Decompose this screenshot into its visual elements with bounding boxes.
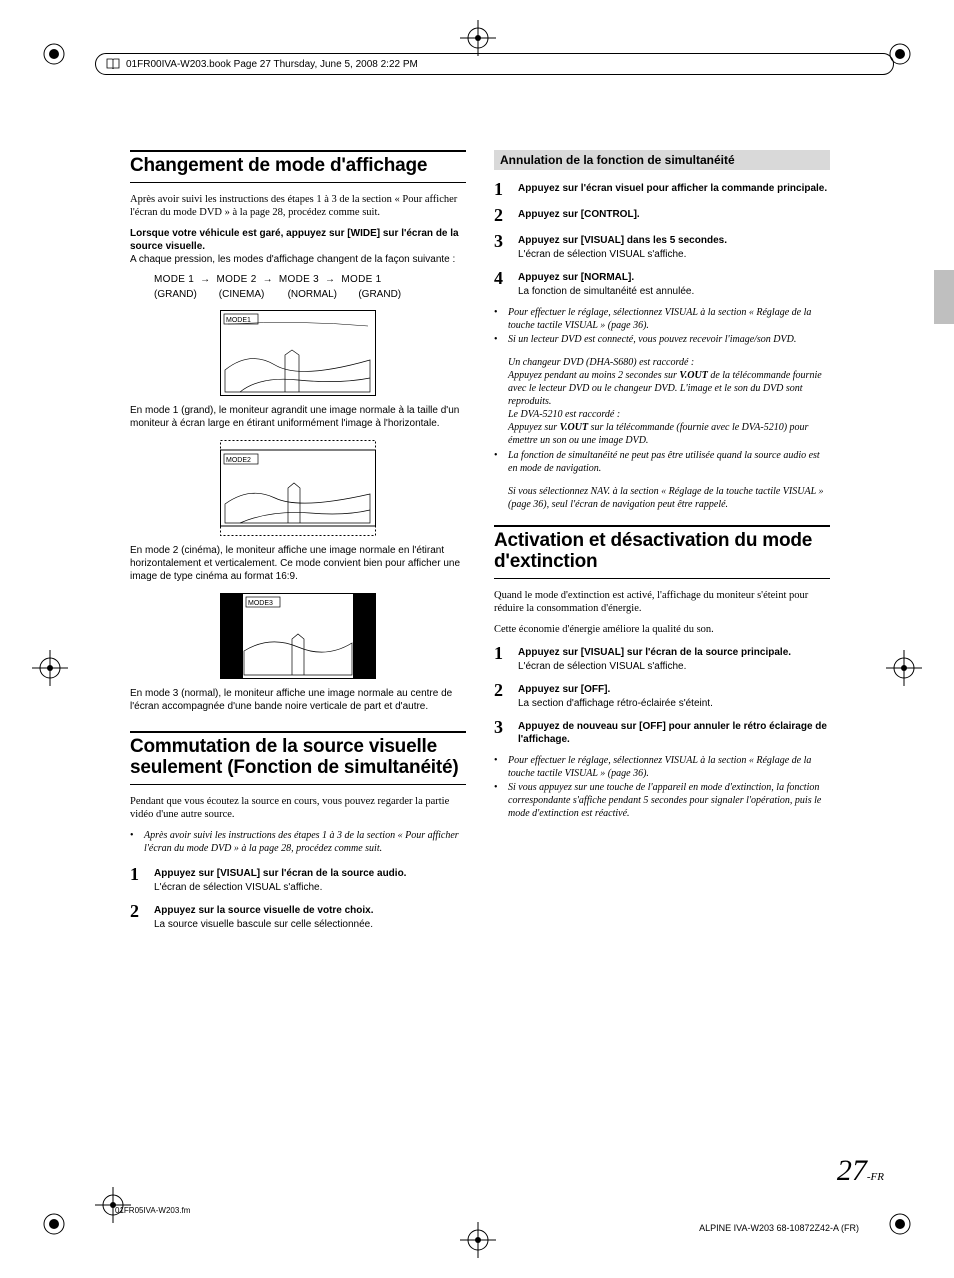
step-item: 1 Appuyez sur l'écran visuel pour affich… <box>494 180 830 198</box>
step-item: 1 Appuyez sur [VISUAL] sur l'écran de la… <box>494 644 830 673</box>
steps-simul: 1 Appuyez sur [VISUAL] sur l'écran de la… <box>130 865 466 931</box>
press-desc: A chaque pression, les modes d'affichage… <box>130 253 466 266</box>
right-column: Annulation de la fonction de simultanéit… <box>494 150 830 939</box>
step-item: 2 Appuyez sur [OFF].La section d'afficha… <box>494 681 830 710</box>
side-tab <box>934 270 954 324</box>
figure-mode1: MODE1 <box>220 310 376 396</box>
note-cont: Appuyez pendant au moins 2 secondes sur … <box>508 369 830 408</box>
step-item: 3 Appuyez sur [VISUAL] dans les 5 second… <box>494 232 830 261</box>
reg-mark-br <box>886 1210 914 1238</box>
steps-blackout: 1 Appuyez sur [VISUAL] sur l'écran de la… <box>494 644 830 746</box>
step-item: 1 Appuyez sur [VISUAL] sur l'écran de la… <box>130 865 466 894</box>
caption-mode1: En mode 1 (grand), le moniteur agrandit … <box>130 404 466 430</box>
note-cont: Un changeur DVD (DHA-S680) est raccordé … <box>508 356 830 369</box>
left-column: Changement de mode d'affichage Après avo… <box>130 150 466 939</box>
mode-sequence-row1: MODE 1→MODE 2→MODE 3→MODE 1 <box>154 274 466 285</box>
footer-model: ALPINE IVA-W203 68-10872Z42-A (FR) <box>699 1223 859 1233</box>
book-icon <box>106 57 120 71</box>
heading-simultaneity: Commutation de la source visuelle seulem… <box>130 731 466 785</box>
footer-filename: 01FR05IVA-W203.fm <box>115 1206 190 1215</box>
reg-mark-bl <box>40 1210 68 1238</box>
svg-text:MODE3: MODE3 <box>248 600 273 607</box>
notes-blackout: Pour effectuer le réglage, sélectionnez … <box>494 754 830 820</box>
cross-target-bl2 <box>95 1187 131 1223</box>
mode-sequence-row2: (GRAND) (CINEMA) (NORMAL) (GRAND) <box>154 289 466 300</box>
heading-blackout: Activation et désactivation du mode d'ex… <box>494 525 830 579</box>
caption-mode2: En mode 2 (cinéma), le moniteur affiche … <box>130 544 466 583</box>
subheading-cancel: Annulation de la fonction de simultanéit… <box>494 150 830 170</box>
wide-instruction: Lorsque votre véhicule est garé, appuyez… <box>130 227 466 253</box>
step-item: 2 Appuyez sur la source visuelle de votr… <box>130 902 466 931</box>
note-simul: Après avoir suivi les instructions des é… <box>130 829 466 855</box>
steps-cancel: 1 Appuyez sur l'écran visuel pour affich… <box>494 180 830 298</box>
page-content: Changement de mode d'affichage Après avo… <box>130 150 830 939</box>
figure-mode3: MODE3 <box>220 593 376 679</box>
svg-text:MODE2: MODE2 <box>226 457 251 464</box>
intro-blackout-2: Cette économie d'énergie améliore la qua… <box>494 623 830 636</box>
cross-target-top <box>460 20 496 56</box>
step-item: 2 Appuyez sur [CONTROL]. <box>494 206 830 224</box>
figure-mode2: MODE2 <box>220 440 376 536</box>
step-item: 4 Appuyez sur [NORMAL].La fonction de si… <box>494 269 830 298</box>
step-item: 3 Appuyez de nouveau sur [OFF] pour annu… <box>494 718 830 746</box>
cross-target-left <box>32 650 68 686</box>
heading-display-mode: Changement de mode d'affichage <box>130 150 466 183</box>
note-cont: Le DVA-5210 est raccordé : <box>508 408 830 421</box>
caption-mode3: En mode 3 (normal), le moniteur affiche … <box>130 687 466 713</box>
page-number: 27-FR <box>837 1154 884 1188</box>
note-cont: Si vous sélectionnez NAV. à la section «… <box>508 485 830 511</box>
framemaker-header: 01FR00IVA-W203.book Page 27 Thursday, Ju… <box>95 53 894 75</box>
cross-target-bottom <box>460 1222 496 1258</box>
header-text: 01FR00IVA-W203.book Page 27 Thursday, Ju… <box>126 59 418 70</box>
intro-1: Après avoir suivi les instructions des é… <box>130 193 466 219</box>
notes-cancel: Pour effectuer le réglage, sélectionnez … <box>494 306 830 346</box>
cross-target-right <box>886 650 922 686</box>
notes-cancel-2: La fonction de simultanéité ne peut pas … <box>494 449 830 475</box>
note-cont: Appuyez sur V.OUT sur la télécommande (f… <box>508 421 830 447</box>
intro-blackout: Quand le mode d'extinction est activé, l… <box>494 589 830 615</box>
reg-mark-tl <box>40 40 68 68</box>
intro-2: Pendant que vous écoutez la source en co… <box>130 795 466 821</box>
